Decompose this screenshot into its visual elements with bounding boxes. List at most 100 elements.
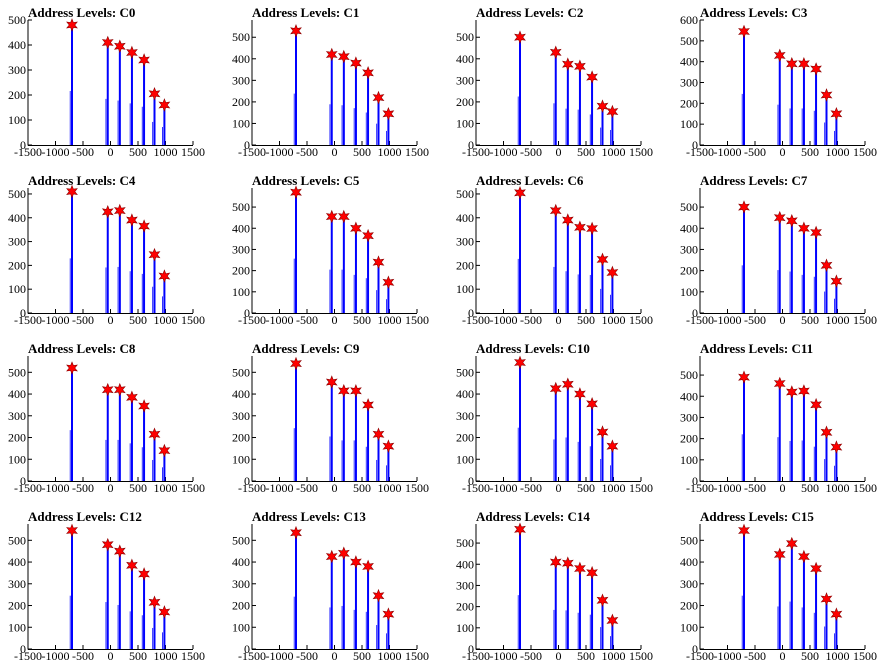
histogram-spike [341, 105, 343, 145]
y-tick-label: 500 [8, 187, 26, 201]
y-tick-label: 100 [456, 452, 474, 466]
chart-svg: 0 100 200 300 400 500 -1500 -1000 -500 0 500 1000 15… [680, 188, 877, 327]
x-tick-label: 1000 [602, 649, 626, 663]
peak-marker [596, 593, 609, 608]
panel-c11: Address Levels: C11 0 100 200 300 400 500 -1500… [672, 336, 896, 504]
histogram-spike [577, 441, 579, 481]
histogram-spike [610, 129, 611, 145]
histogram-spike [566, 562, 569, 649]
x-tick-label: 1000 [826, 313, 850, 327]
histogram-spike [554, 51, 557, 145]
histogram-spike [517, 96, 519, 145]
histogram-spike [611, 620, 614, 649]
histogram-spike [801, 108, 803, 145]
x-tick-label: 1500 [853, 313, 877, 327]
histogram-spike [353, 609, 355, 649]
chart-svg: 0 100 200 300 400 500 -1500 -1000 -500 0 500 1000 15… [232, 356, 429, 495]
x-tick-label: 1000 [378, 313, 402, 327]
peak-marker [101, 204, 114, 219]
histogram-spike [610, 294, 611, 313]
panel-c0: Address Levels: C0 0 100 200 300 400 500 -1500-… [0, 0, 224, 168]
histogram-spike [354, 389, 357, 481]
x-tick-label: 0 [108, 649, 114, 663]
histogram-spike [130, 219, 133, 313]
y-tick-label: 100 [456, 621, 474, 635]
peak-marker [350, 555, 362, 569]
peak-marker [126, 558, 138, 573]
y-tick-label: 100 [232, 116, 250, 130]
histogram-spike [367, 404, 370, 481]
histogram-spike [577, 109, 579, 145]
y-tick-label: 400 [232, 387, 250, 401]
chart-title: Address Levels: C5 [252, 173, 360, 188]
histogram-spike [293, 596, 295, 649]
histogram-spike [741, 93, 743, 145]
y-tick-label: 300 [232, 242, 250, 256]
x-tick-label: -500 [72, 313, 94, 327]
x-tick-label: 0 [780, 145, 786, 159]
histogram-spike [834, 633, 835, 649]
histogram-spike [591, 571, 594, 649]
peak-marker [773, 376, 786, 391]
peak-marker [786, 213, 798, 228]
histogram-spike [118, 45, 121, 146]
x-tick-label: -1000 [490, 145, 518, 159]
histogram-spike [341, 269, 343, 313]
histogram-spike [553, 103, 555, 145]
y-tick-label: 300 [232, 73, 250, 87]
peak-marker [773, 48, 786, 63]
x-tick-label: -500 [520, 481, 542, 495]
x-tick-label: -1000 [266, 649, 294, 663]
histogram-spike [365, 278, 367, 313]
peak-marker [810, 225, 822, 240]
x-tick-label: 1000 [154, 145, 178, 159]
x-tick-label: 1500 [405, 313, 429, 327]
x-tick-label: -1000 [42, 145, 70, 159]
y-tick-label: 600 [680, 13, 698, 27]
chart-svg: 0 100 200 300 400 500 -1500 -1000 -500 0 500 1000 15… [232, 185, 429, 327]
peak-marker [382, 439, 395, 454]
histogram-spike [813, 612, 815, 649]
peak-marker [101, 35, 114, 50]
peak-marker [574, 59, 586, 74]
peak-marker [382, 275, 395, 290]
x-tick-label: -500 [72, 145, 94, 159]
histogram-spike [825, 94, 828, 145]
x-tick-label: 500 [129, 649, 147, 663]
peak-marker [798, 221, 810, 236]
chart-title: Address Levels: C1 [252, 5, 360, 20]
peak-marker [738, 523, 750, 538]
peak-marker [66, 361, 78, 375]
x-tick-label: 1500 [629, 313, 653, 327]
x-tick-label: -1500 [238, 313, 266, 327]
x-tick-label: -500 [296, 481, 318, 495]
histogram-spike [553, 266, 555, 313]
histogram-spike [387, 613, 390, 649]
peak-marker [126, 213, 138, 227]
y-tick-label: 500 [232, 30, 250, 44]
y-tick-label: 300 [8, 577, 26, 591]
peak-marker [382, 607, 395, 622]
histogram-spike [601, 431, 604, 481]
histogram-spike [519, 528, 521, 649]
peak-marker [325, 209, 338, 224]
peak-marker [126, 45, 138, 60]
histogram-spike [329, 269, 331, 313]
histogram-spike [790, 542, 793, 649]
histogram-spike [589, 446, 591, 481]
panel-c9: Address Levels: C9 0 100 200 300 400 500 -1500-… [224, 336, 448, 504]
panel-c15: Address Levels: C15 0 100 200 300 400 500 -1500… [672, 504, 896, 672]
x-tick-label: 1000 [154, 481, 178, 495]
x-tick-label: 1000 [602, 145, 626, 159]
histogram-spike [117, 439, 119, 481]
histogram-spike [777, 104, 779, 145]
chart-title: Address Levels: C7 [700, 173, 808, 188]
histogram-spike [69, 91, 71, 145]
histogram-spike [387, 281, 390, 313]
peak-marker [820, 592, 833, 606]
histogram-spike [329, 104, 331, 145]
x-tick-label: -1000 [490, 481, 518, 495]
histogram-spike [813, 446, 815, 481]
histogram-spike [152, 627, 154, 649]
histogram-spike [130, 396, 133, 481]
